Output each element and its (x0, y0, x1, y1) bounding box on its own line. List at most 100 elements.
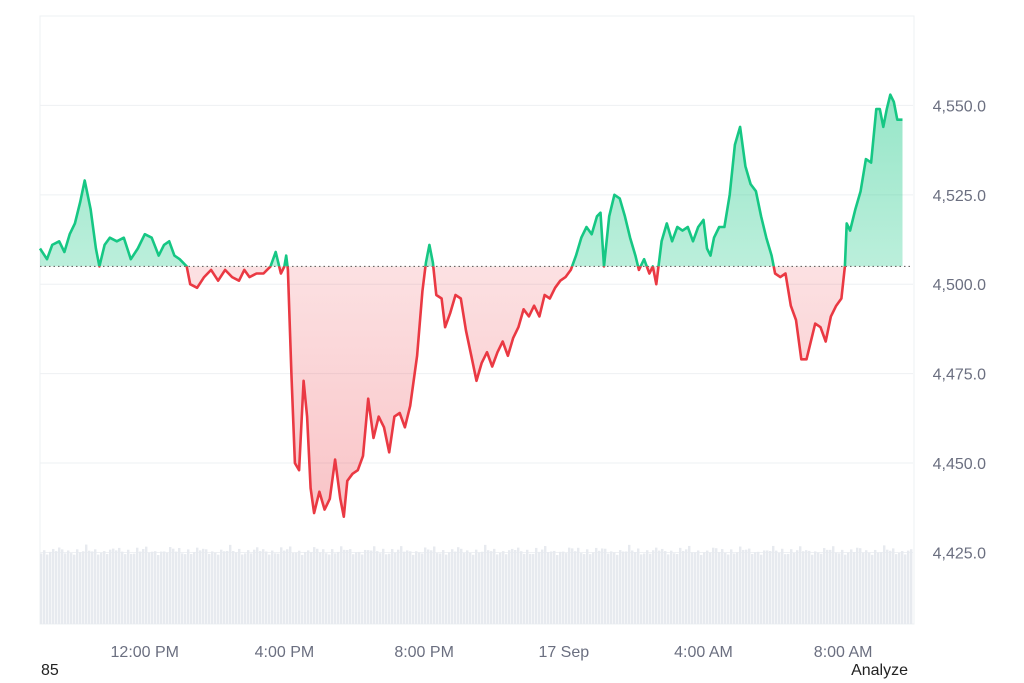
volume-bar (121, 551, 124, 624)
volume-bar (592, 552, 595, 624)
volume-bar (565, 553, 568, 624)
volume-bar (70, 553, 73, 624)
volume-bar (550, 551, 553, 624)
volume-bar (835, 552, 838, 624)
volume-bar (790, 549, 793, 624)
volume-bar (382, 548, 385, 624)
volume-bar (154, 551, 157, 624)
volume-bar (853, 551, 856, 624)
volume-bar (79, 552, 82, 624)
volume-bar (805, 550, 808, 624)
analyze-link[interactable]: Analyze (851, 662, 908, 679)
volume-bar (868, 552, 871, 624)
volume-bar (802, 551, 805, 624)
volume-bar (94, 549, 97, 624)
volume-bar (751, 553, 754, 624)
volume-bar (412, 554, 415, 624)
volume-bar (646, 550, 649, 624)
volume-bar (745, 549, 748, 624)
volume-bar (826, 549, 829, 624)
volume-bar (562, 551, 565, 624)
volume-bar (889, 550, 892, 624)
volume-bar (748, 548, 751, 624)
volume-bar (304, 551, 307, 624)
y-tick-label: 4,450.0 (933, 456, 986, 473)
volume-bar (100, 552, 103, 624)
volume-bar (895, 554, 898, 624)
volume-bar (736, 552, 739, 624)
volume-bar (796, 550, 799, 624)
volume-bar (901, 551, 904, 624)
volume-bar (583, 554, 586, 624)
volume-bar (487, 550, 490, 624)
volume-bar (580, 553, 583, 624)
volume-bar (64, 553, 67, 624)
volume-bar (718, 552, 721, 624)
volume-bar (181, 553, 184, 624)
volume-bar (445, 554, 448, 624)
volume-bar (883, 545, 886, 624)
volume-bar (205, 549, 208, 624)
volume-bar (691, 552, 694, 624)
volume-bar (73, 554, 76, 624)
volume-bar (49, 551, 52, 624)
volume-bar (865, 550, 868, 624)
price-lines (38, 93, 903, 518)
volume-bar (637, 548, 640, 624)
volume-bar (499, 552, 502, 624)
volume-bar (772, 545, 775, 624)
volume-bar (268, 554, 271, 624)
y-tick-label: 4,425.0 (933, 545, 986, 562)
volume-bar (247, 550, 250, 624)
volume-bar (106, 553, 109, 624)
volume-bar (232, 550, 235, 624)
volume-bar (313, 547, 316, 624)
volume-bar (496, 554, 499, 624)
volume-bar (517, 547, 520, 624)
volume-bar (709, 552, 712, 624)
volume-bar (724, 552, 727, 624)
volume-bar (340, 546, 343, 624)
volume-bar (226, 550, 229, 624)
volume-bar (559, 551, 562, 624)
y-tick-label: 4,550.0 (933, 98, 986, 115)
volume-bar (862, 552, 865, 624)
volume-bar (793, 553, 796, 624)
volume-bar (781, 548, 784, 624)
volume-bar (61, 549, 64, 624)
volume-bar (655, 547, 658, 624)
volume-bar (535, 547, 538, 624)
volume-bar (769, 551, 772, 624)
volume-bar (256, 547, 259, 624)
volume-bar (310, 552, 313, 624)
volume-bar (298, 550, 301, 624)
volume-bar (577, 547, 580, 624)
volume-bar (157, 554, 160, 624)
volume-bar (784, 554, 787, 624)
volume-bar (850, 549, 853, 624)
volume-bar (331, 549, 334, 624)
volume-bar (478, 552, 481, 624)
volume-bar (814, 551, 817, 624)
volume-bar (259, 551, 262, 624)
volume-bar (271, 550, 274, 624)
volume-bar (169, 547, 172, 624)
y-tick-label: 4,525.0 (933, 188, 986, 205)
volume-bar (160, 551, 163, 624)
volume-bar (172, 548, 175, 624)
volume-bar (433, 546, 436, 624)
volume-bar (295, 552, 298, 624)
volume-bar (211, 551, 214, 624)
x-tick-label: 12:00 PM (111, 644, 179, 661)
volume-bar (319, 552, 322, 624)
volume-bar (907, 550, 910, 624)
y-tick-label: 4,475.0 (933, 367, 986, 384)
volume-bar (643, 553, 646, 624)
area-fills (40, 94, 903, 517)
volume-bar (532, 553, 535, 624)
volume-bar (187, 549, 190, 624)
volume-bar (145, 546, 148, 624)
volume-bar (898, 553, 901, 624)
volume-bar (325, 553, 328, 624)
volume-bar (640, 554, 643, 624)
